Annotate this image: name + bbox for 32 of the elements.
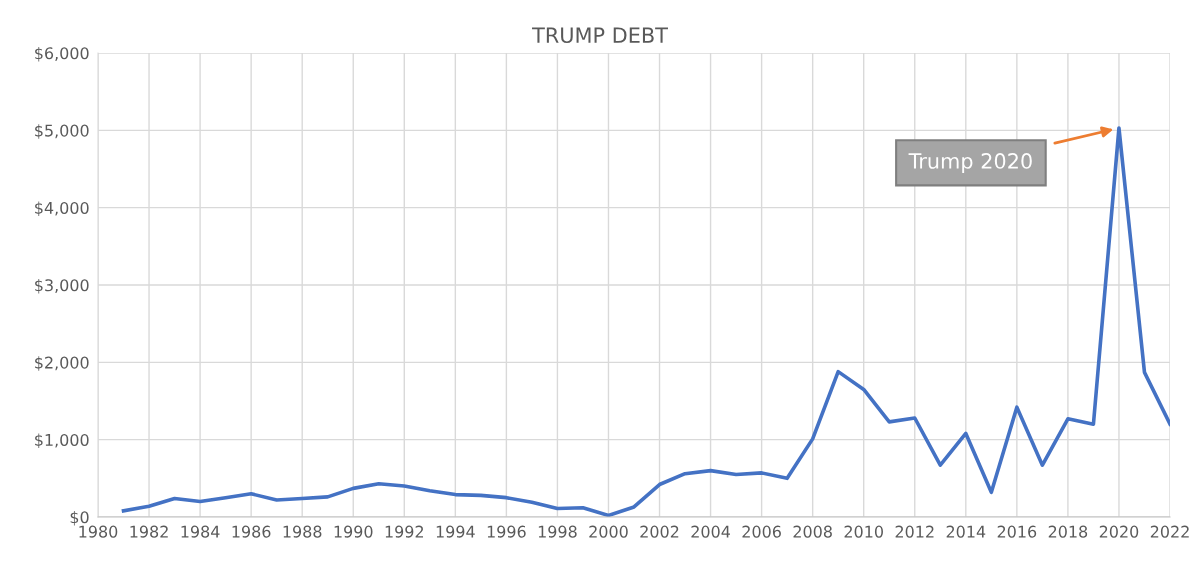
x-tick-label: 2002 xyxy=(640,525,679,538)
x-tick-label: 1982 xyxy=(130,525,168,538)
y-tick-label: $1,000 xyxy=(35,433,89,449)
annotation: Trump 2020 xyxy=(908,153,1032,173)
x-tick-label: 2014 xyxy=(946,525,986,538)
line-series xyxy=(121,126,1170,517)
x-tick-label: 2006 xyxy=(742,525,781,538)
x-tick-label: 1980 xyxy=(79,525,118,538)
x-tick-label: 1990 xyxy=(334,525,373,538)
chart-title: TRUMP DEBT xyxy=(532,27,668,44)
x-tick-label: 2016 xyxy=(997,525,1037,538)
x-tick-label: 2018 xyxy=(1048,525,1088,538)
x-tick-label: 1992 xyxy=(385,525,424,538)
y-tick-label: $5,000 xyxy=(35,124,89,139)
x-tick-label: 2008 xyxy=(793,525,832,538)
x-tick-label: 1986 xyxy=(232,525,271,538)
y-tick-label: $2,000 xyxy=(35,356,89,371)
x-tick-label: 2012 xyxy=(895,525,934,538)
x-tick-label: 2010 xyxy=(844,525,883,538)
y-tick-label: $6,000 xyxy=(35,46,89,62)
x-tick-label: 2000 xyxy=(589,525,628,538)
x-tick-label: 1998 xyxy=(538,525,577,538)
y-tick-label: $4,000 xyxy=(35,201,89,217)
x-tick-label: 1996 xyxy=(487,525,526,538)
y-tick-label: $3,000 xyxy=(35,278,89,294)
x-tick-label: 2004 xyxy=(691,525,730,538)
x-tick-label: 1988 xyxy=(283,525,322,538)
x-tick-label: 2022 xyxy=(1150,525,1189,538)
y-tick-label: $0 xyxy=(70,510,89,526)
x-tick-label: 1994 xyxy=(436,525,475,538)
x-tick-label: 2020 xyxy=(1099,525,1139,538)
x-tick-label: 1984 xyxy=(181,525,220,538)
